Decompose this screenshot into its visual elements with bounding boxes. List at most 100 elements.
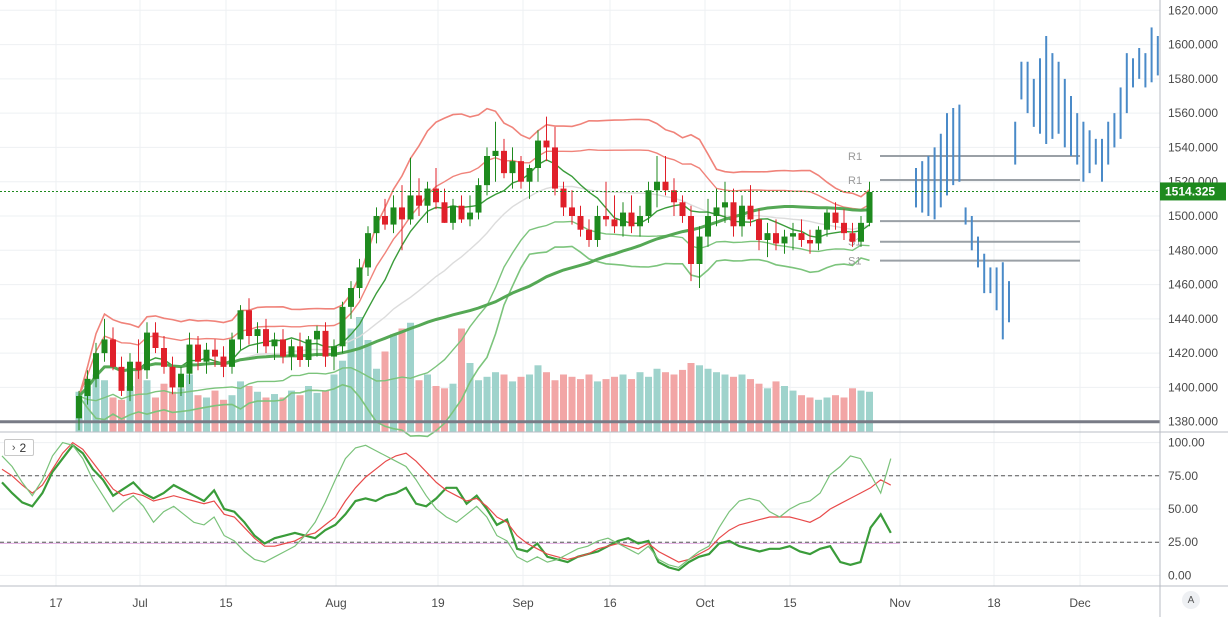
pivot-label: R1 — [848, 151, 862, 163]
candle-body — [620, 212, 626, 227]
candle-body — [781, 236, 788, 244]
short-moving-average — [78, 159, 870, 397]
candle-body — [679, 202, 686, 216]
candle-body — [110, 339, 116, 367]
time-tick-label: 19 — [431, 596, 445, 610]
volume-bar — [220, 399, 227, 432]
candle-body — [373, 216, 380, 234]
volume-bar — [432, 386, 440, 432]
volume-bar — [534, 365, 542, 432]
volume-bar — [483, 376, 491, 432]
candle-body — [637, 216, 643, 227]
pivot-label: S1 — [848, 256, 861, 268]
volume-bar — [339, 360, 346, 432]
volume-bar — [568, 376, 576, 432]
price-tick-label: 1480.000 — [1168, 243, 1218, 257]
candle-body — [314, 330, 320, 340]
volume-bar — [424, 374, 431, 432]
candle-body — [807, 240, 813, 244]
candle-body — [611, 219, 618, 227]
candle-body — [594, 216, 601, 240]
candle-body — [237, 310, 244, 340]
bollinger-bands — [77, 107, 871, 438]
price-tick-label: 1440.000 — [1168, 312, 1218, 326]
candle-body — [84, 378, 91, 396]
volume-bar — [245, 386, 253, 432]
volume-bar — [619, 374, 627, 432]
candle-body — [552, 147, 558, 189]
volume-bar — [237, 381, 244, 432]
auto-scale-button[interactable]: A — [1182, 591, 1200, 609]
volume-bar — [92, 374, 100, 432]
candle-body — [662, 181, 669, 191]
candle-body — [475, 185, 482, 213]
volume-bar — [228, 395, 236, 432]
candle-body — [178, 373, 184, 388]
price-tick-label: 1500.000 — [1168, 209, 1218, 223]
time-tick-label: 15 — [219, 596, 233, 610]
chevron-right-icon: › — [11, 441, 16, 454]
candle-body — [407, 195, 414, 220]
last-price-tag — [1160, 182, 1226, 201]
candle-body — [560, 188, 567, 208]
candle-body — [773, 233, 779, 244]
volume-bar — [645, 376, 652, 432]
oscillator-tick-label: 0.00 — [1168, 568, 1192, 582]
candle-body — [467, 212, 473, 220]
pivot-label: R1 — [848, 175, 862, 187]
volume-bar — [815, 399, 822, 432]
candle-body — [390, 207, 397, 225]
volume-bar — [517, 376, 525, 432]
volume-bar — [653, 368, 661, 432]
candle-body — [492, 150, 499, 156]
candle-body — [203, 349, 210, 362]
indicator-toggle-button[interactable]: › 2 — [4, 439, 34, 456]
candle-body — [747, 205, 754, 220]
lower-band-inner — [78, 220, 870, 402]
candle-body — [322, 330, 329, 357]
volume-bar — [288, 390, 295, 432]
price-tick-label: 1560.000 — [1168, 106, 1218, 120]
candle-body — [93, 353, 99, 379]
volume-bar — [772, 381, 780, 432]
volume-bar — [373, 368, 380, 432]
volume-bar — [390, 334, 397, 432]
candle-body — [118, 366, 125, 391]
volume-bar — [764, 388, 771, 432]
volume-bar — [407, 322, 414, 432]
candle-body — [484, 156, 490, 186]
candle-body — [220, 356, 227, 367]
volume-bar — [679, 369, 686, 432]
oscillator-tick-label: 50.00 — [1168, 502, 1198, 516]
volume-bar — [322, 390, 329, 432]
time-tick-label: 15 — [783, 596, 797, 610]
candle-body — [577, 216, 584, 230]
volume-bar — [721, 374, 729, 432]
volume-bar — [806, 397, 814, 432]
volume-bar — [543, 372, 550, 432]
candle-body — [331, 346, 337, 357]
volume-bar — [849, 388, 856, 432]
time-tick-label: Oct — [696, 596, 715, 610]
time-tick-label: 17 — [49, 596, 63, 610]
oscillator-tick-label: 100.00 — [1168, 436, 1205, 450]
volume-bar — [203, 397, 210, 432]
candle-body — [263, 329, 269, 347]
volume-bar — [143, 380, 151, 432]
candle-body — [858, 222, 864, 242]
volume-bar — [254, 391, 261, 432]
volume-bar — [135, 368, 142, 432]
candle-body — [433, 188, 439, 203]
oscillator-series-line — [1, 441, 892, 569]
candle-body — [356, 267, 363, 288]
candle-body — [535, 140, 541, 168]
volume-bar — [330, 374, 338, 432]
volume-bar — [526, 374, 533, 432]
candle-body — [815, 229, 822, 244]
indicator-toggle-label: 2 — [19, 440, 27, 455]
volume-bar — [551, 380, 559, 432]
candle-body — [135, 361, 142, 371]
volume-bar — [823, 397, 831, 432]
candle-body — [450, 205, 456, 223]
candle-body — [628, 212, 635, 227]
